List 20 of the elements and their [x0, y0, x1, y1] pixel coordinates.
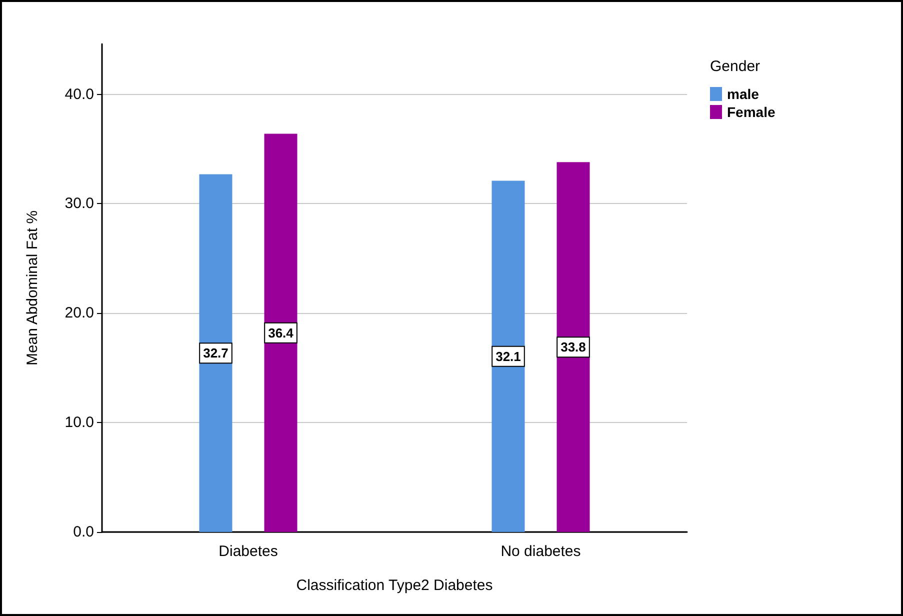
- x-axis-title: Classification Type2 Diabetes: [296, 577, 493, 594]
- legend-label: male: [727, 86, 760, 102]
- legend-label: Female: [727, 104, 776, 120]
- bar: [264, 134, 298, 532]
- data-label: 32.7: [203, 346, 228, 361]
- y-axis-title: Mean Abdominal Fat %: [24, 210, 41, 366]
- y-tick-label: 0.0: [73, 524, 94, 540]
- data-label: 33.8: [560, 340, 586, 355]
- bar: [492, 180, 525, 532]
- legend-title: Gender: [710, 58, 760, 75]
- x-tick-label: No diabetes: [500, 543, 581, 560]
- y-tick-label: 30.0: [64, 195, 94, 212]
- y-tick-label: 20.0: [64, 304, 94, 322]
- bar: [199, 174, 232, 532]
- x-tick-label: Diabetes: [218, 543, 278, 560]
- y-tick-label: 10.0: [64, 414, 94, 432]
- y-tick-label: 40.0: [64, 86, 94, 103]
- data-label: 32.1: [496, 348, 521, 364]
- data-label: 36.4: [268, 325, 294, 340]
- bar: [556, 162, 590, 532]
